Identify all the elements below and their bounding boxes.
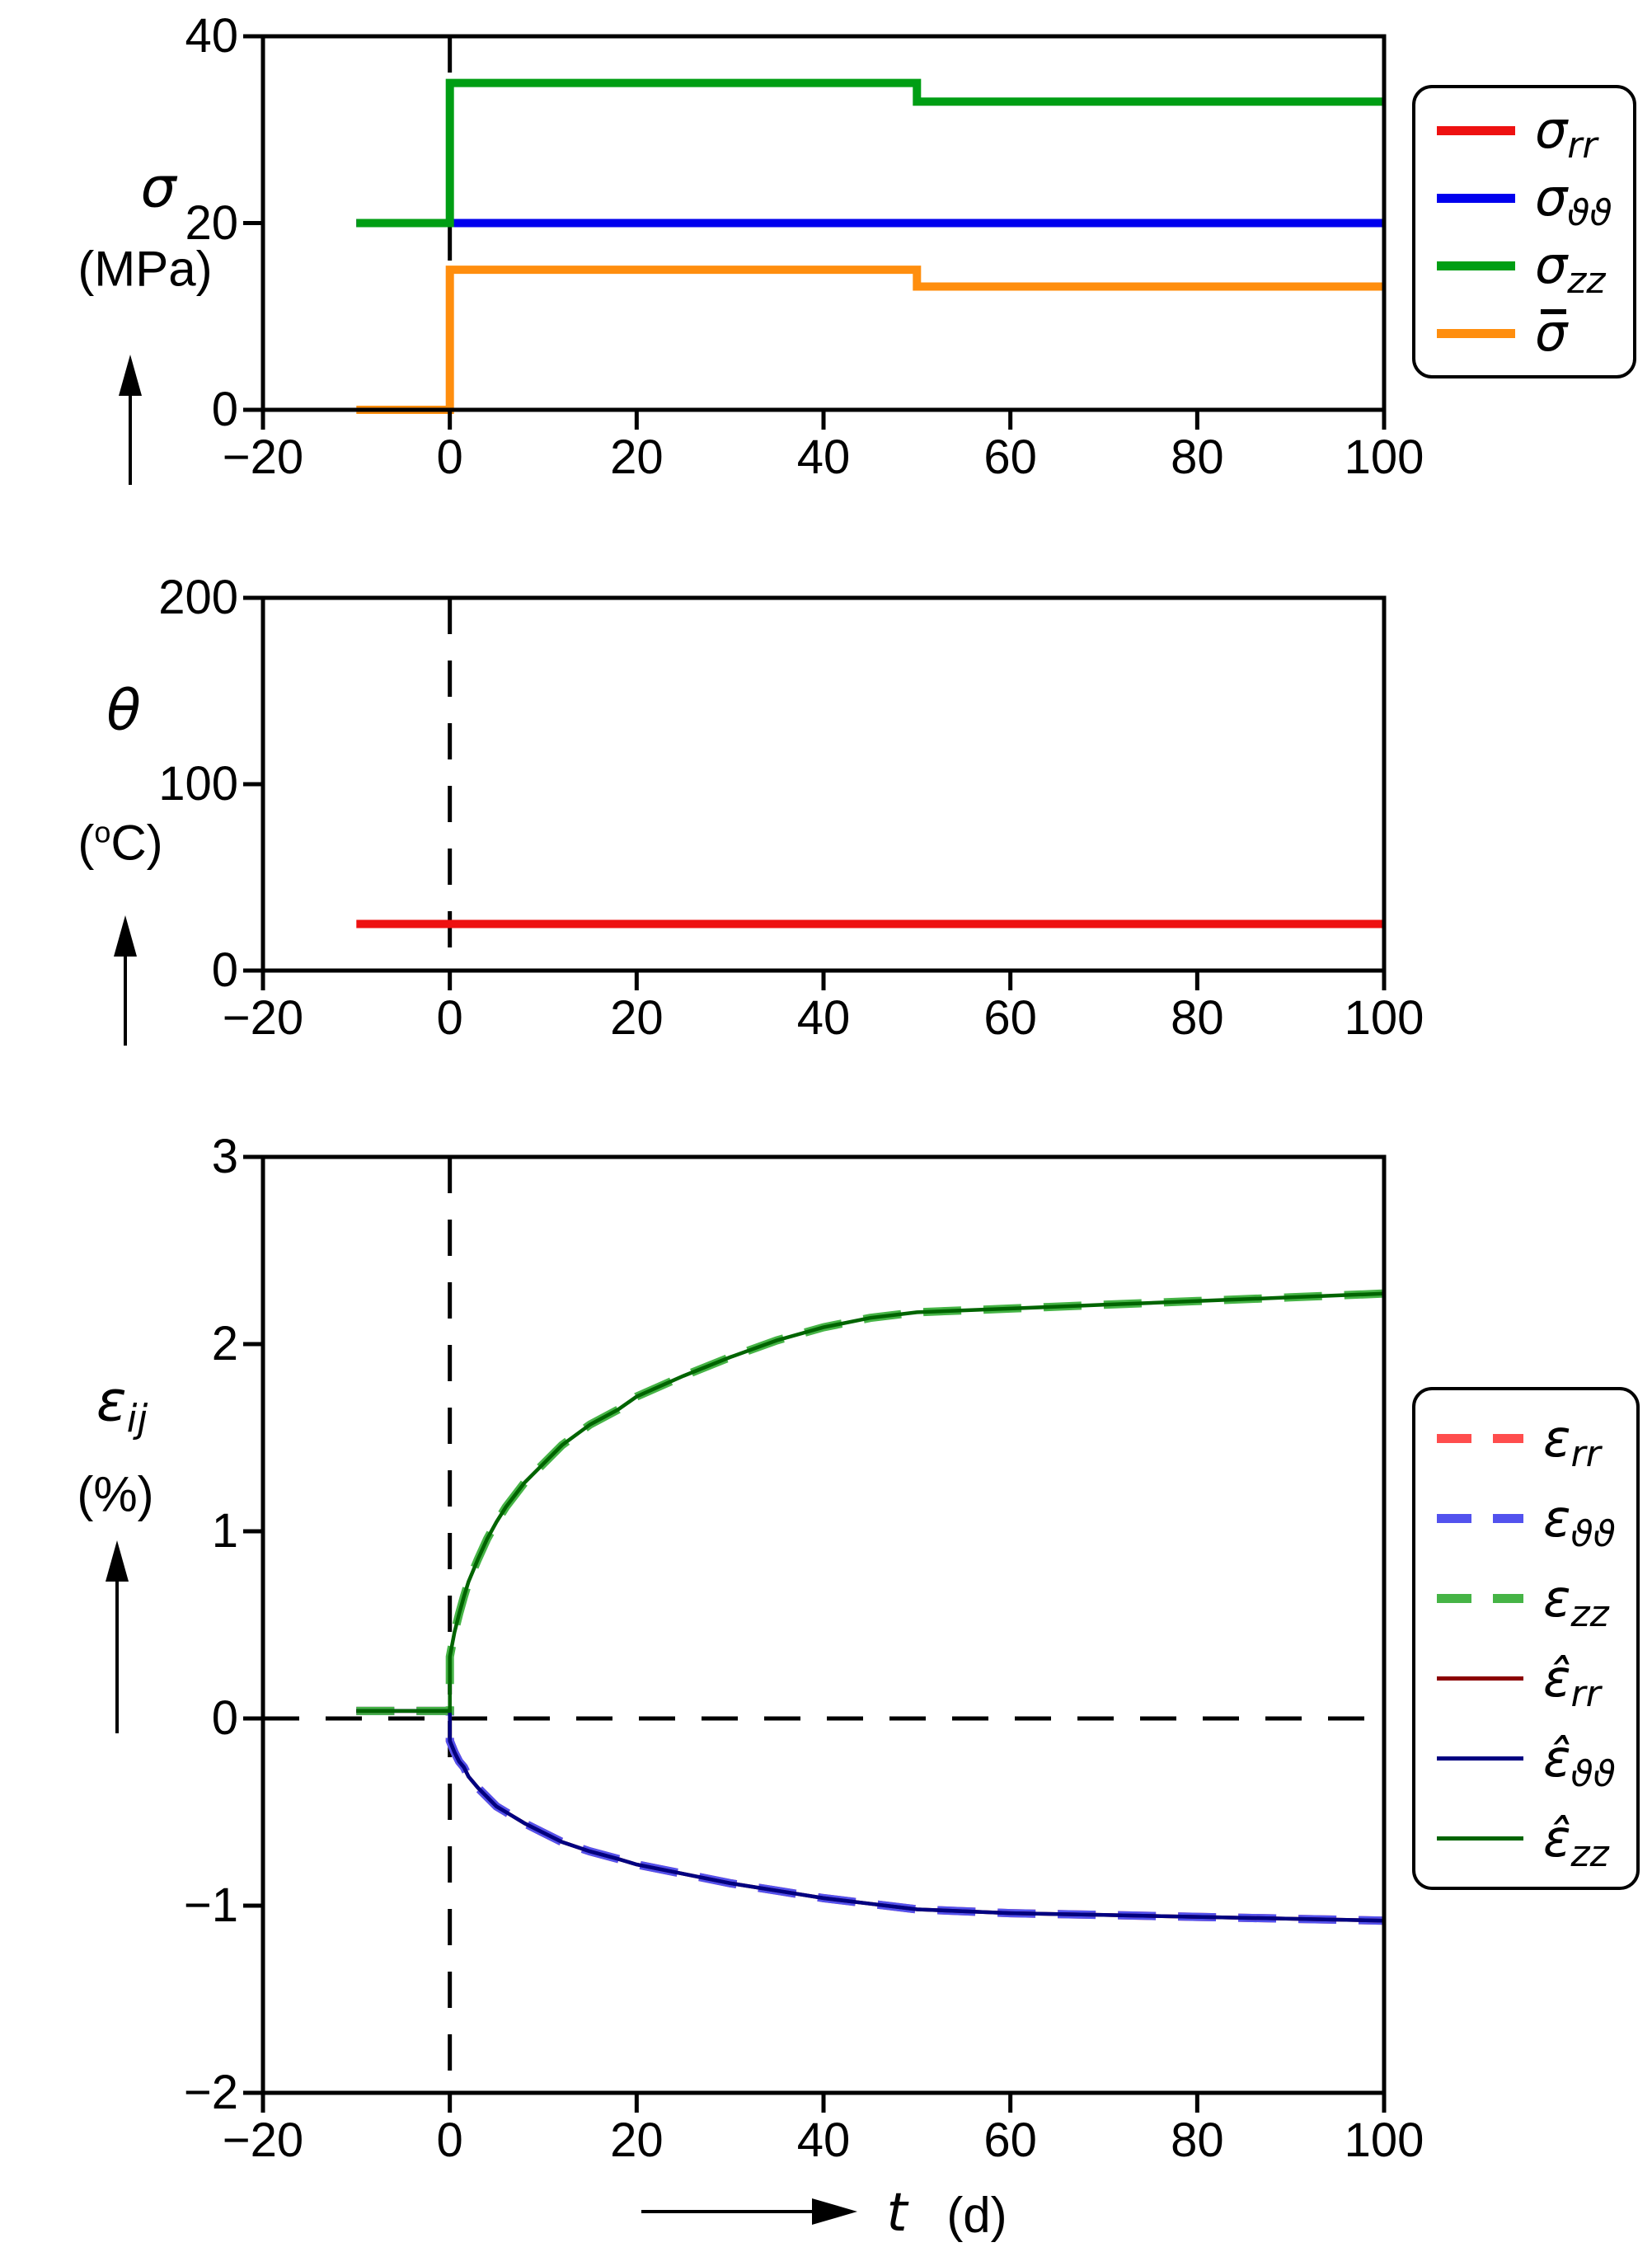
- strain-xtick-label: −20: [222, 2113, 304, 2167]
- stress-ytick-label: 20: [185, 195, 238, 250]
- legend-line-sample-icon: [1437, 1594, 1523, 1603]
- temperature-xtick-label: 100: [1344, 991, 1424, 1045]
- time-axis-unit: (d): [946, 2187, 1007, 2243]
- strain-xtick-label: 40: [796, 2113, 851, 2167]
- legend-entry-label: σϑϑ: [1535, 167, 1612, 234]
- legend-line-sample-icon: [1437, 1514, 1523, 1523]
- stress-xtick-label: 20: [610, 430, 664, 484]
- legend-entry: εϑϑ: [1437, 1488, 1636, 1555]
- legend-entry: σϑϑ: [1437, 167, 1633, 234]
- time-axis-symbol: t: [886, 2183, 908, 2244]
- temperature-xtick-label: 40: [796, 991, 851, 1045]
- strain-ytick-label: 1: [211, 1504, 238, 1558]
- strain-xtick-label: 20: [610, 2113, 664, 2167]
- legend-entry-label: σ: [1535, 303, 1568, 363]
- curve-sigma_zz: [356, 78, 1384, 228]
- temperature-xtick-label: 20: [610, 991, 664, 1045]
- legend-entry-label: σzz: [1535, 235, 1606, 302]
- legend-line-sample-icon: [1437, 193, 1515, 203]
- stress-xtick-label: 40: [796, 430, 851, 484]
- strain-ytick-label: −2: [183, 2066, 238, 2119]
- legend-entry: σ: [1437, 308, 1633, 359]
- curve-eps_hat_zz: [356, 1291, 1385, 1714]
- legend-entry-label: ε̂ϑϑ: [1543, 1728, 1616, 1795]
- legend-entry-label: εzz: [1543, 1568, 1609, 1635]
- strain-ytick-label: 3: [211, 1130, 238, 1183]
- strain-xtick-label: 80: [1171, 2113, 1224, 2167]
- stress-xtick-label: 0: [436, 430, 463, 484]
- legend-line-sample-icon: [1437, 261, 1515, 270]
- stress-xtick-label: 60: [983, 430, 1037, 484]
- strain-legend: εrr εϑϑ εzz ε̂rr ε̂ϑϑ ε̂zz: [1412, 1387, 1640, 1890]
- stress-axis-symbol: σ: [140, 155, 176, 221]
- legend-entry: εrr: [1437, 1408, 1636, 1475]
- temperature-ytick-label: 200: [158, 571, 238, 624]
- strain-series-group: [356, 1289, 1385, 1925]
- stress-xtick-label: −20: [222, 430, 304, 484]
- legend-entry-label: εrr: [1543, 1408, 1601, 1475]
- curve-sigma_bar: [356, 266, 1384, 414]
- temperature-axis-unit: (oC): [77, 815, 163, 871]
- strain-ytick-label: 2: [211, 1317, 238, 1370]
- temperature-plot-box: [260, 595, 1387, 973]
- stress-plot-box: [260, 34, 1387, 412]
- legend-entry: ε̂rr: [1437, 1648, 1636, 1715]
- strain-axis-unit: (%): [77, 1466, 154, 1522]
- strain-ytick-label: −1: [183, 1878, 238, 1932]
- legend-entry-label: ε̂rr: [1543, 1648, 1601, 1715]
- legend-entry-label: εϑϑ: [1543, 1488, 1616, 1555]
- legend-entry-label: σrr: [1535, 100, 1598, 167]
- strain-axis-up-arrow-icon-head: [106, 1540, 129, 1582]
- temperature-xtick-label: 0: [436, 991, 463, 1045]
- stress-axis-unit: (MPa): [77, 241, 213, 297]
- legend-line-sample-icon: [1437, 1756, 1523, 1761]
- strain-axis-symbol: εij: [96, 1369, 148, 1441]
- stress-series-group: [356, 78, 1384, 414]
- stress-xtick-label: 80: [1171, 430, 1224, 484]
- temperature-xtick-label: 80: [1171, 991, 1224, 1045]
- strain-plot-box: [260, 1154, 1387, 2095]
- legend-entry: ε̂ϑϑ: [1437, 1728, 1636, 1795]
- temperature-axis-up-arrow-icon-head: [114, 915, 137, 957]
- strain-xtick-label: 100: [1344, 2113, 1424, 2167]
- stress-ytick-label: 40: [185, 9, 238, 63]
- temperature-xtick-label: −20: [222, 991, 304, 1045]
- legend-entry-label: ε̂zz: [1543, 1808, 1609, 1875]
- curve-eps_hat_thetatheta: [356, 1709, 1385, 1923]
- legend-line-sample-icon: [1437, 1434, 1523, 1443]
- legend-entry: εzz: [1437, 1568, 1636, 1635]
- stress-legend: σrr σϑϑ σzz σ: [1412, 85, 1636, 378]
- legend-line-sample-icon: [1437, 125, 1515, 135]
- temperature-xtick-label: 60: [983, 991, 1037, 1045]
- temperature-ytick-label: 0: [211, 943, 238, 997]
- legend-line-sample-icon: [1437, 1676, 1523, 1681]
- strain-ytick-label: 0: [211, 1691, 238, 1745]
- time-axis-arrow-icon-head: [812, 2198, 857, 2225]
- temperature-axis-symbol: θ: [106, 678, 141, 744]
- legend-entry: σzz: [1437, 235, 1633, 302]
- legend-line-sample-icon: [1437, 328, 1515, 338]
- legend-line-sample-icon: [1437, 1836, 1523, 1841]
- stress-axis-up-arrow-icon-head: [119, 355, 142, 396]
- temperature-ytick-label: 100: [158, 757, 238, 811]
- legend-entry: ε̂zz: [1437, 1808, 1636, 1875]
- strain-xtick-label: 60: [983, 2113, 1037, 2167]
- legend-entry: σrr: [1437, 100, 1633, 167]
- stress-ytick-label: 0: [211, 383, 238, 436]
- stress-xtick-label: 100: [1344, 430, 1424, 484]
- strain-xtick-label: 0: [436, 2113, 463, 2167]
